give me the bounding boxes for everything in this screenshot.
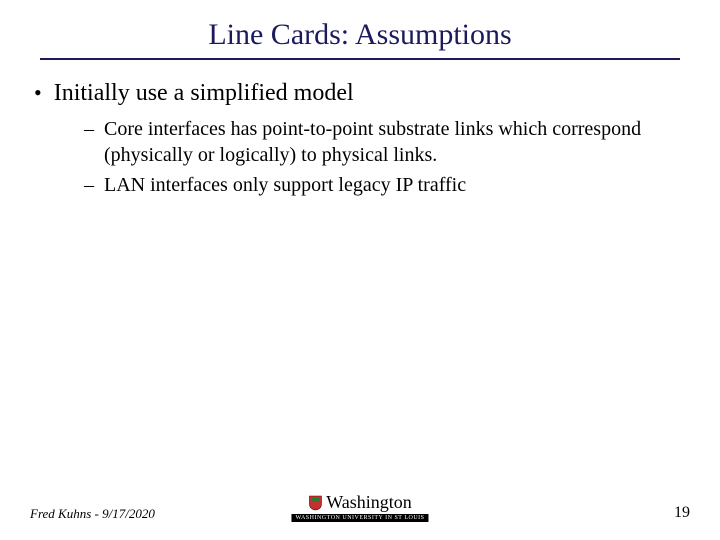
university-tagline: WASHINGTON UNIVERSITY IN ST LOUIS [291, 514, 428, 522]
bullet-dash-icon: – [84, 116, 94, 142]
page-number: 19 [674, 504, 690, 522]
footer: Fred Kuhns - 9/17/2020 Washington WASHIN… [0, 504, 720, 522]
bullet-level1: • Initially use a simplified model [34, 78, 690, 108]
bullet-dot-icon: • [34, 78, 42, 108]
university-name: Washington [326, 492, 412, 513]
slide: Line Cards: Assumptions • Initially use … [0, 0, 720, 540]
university-row: Washington [291, 492, 428, 513]
footer-logo-block: Washington WASHINGTON UNIVERSITY IN ST L… [291, 492, 428, 522]
bullet-dash-icon: – [84, 172, 94, 198]
bullet-level2: – Core interfaces has point-to-point sub… [84, 116, 690, 168]
bullet-level2-text: LAN interfaces only support legacy IP tr… [104, 172, 466, 198]
slide-title: Line Cards: Assumptions [40, 18, 680, 60]
bullet-level2-text: Core interfaces has point-to-point subst… [104, 116, 664, 168]
footer-author-date: Fred Kuhns - 9/17/2020 [30, 506, 155, 522]
bullet-level2: – LAN interfaces only support legacy IP … [84, 172, 690, 198]
shield-icon [308, 495, 322, 511]
bullet-level1-text: Initially use a simplified model [54, 78, 354, 108]
